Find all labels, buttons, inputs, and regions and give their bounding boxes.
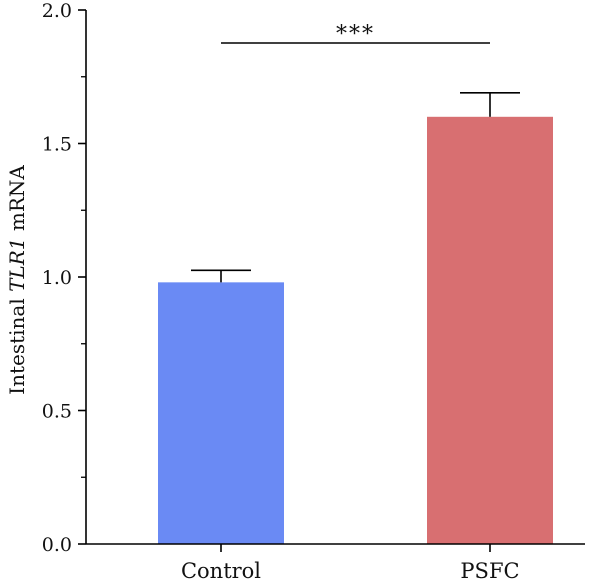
y-tick-label: 0.5 [42,401,72,423]
bar-control [158,282,284,544]
y-tick-label: 2.0 [42,0,72,22]
y-tick-label: 1.5 [42,134,72,156]
significance-label: *** [336,22,375,47]
x-tick-label: Control [181,559,261,583]
x-tick-label: PSFC [460,559,519,583]
y-axis-label: Intestinal TLR1 mRNA [5,165,29,395]
y-tick-label: 0.0 [42,534,72,556]
x-axis: Control PSFC [86,543,585,583]
y-axis-label-part: Intestinal [5,292,29,395]
y-axis: 0.0 0.5 1.0 1.5 2.0 [42,0,87,556]
bars [158,91,553,545]
y-tick-label: 1.0 [42,267,72,289]
y-axis-label-part: mRNA [5,165,29,238]
significance-annotation: *** [221,22,490,47]
bar-psfc [427,116,553,545]
y-axis-label-part: TLR1 [5,238,29,292]
